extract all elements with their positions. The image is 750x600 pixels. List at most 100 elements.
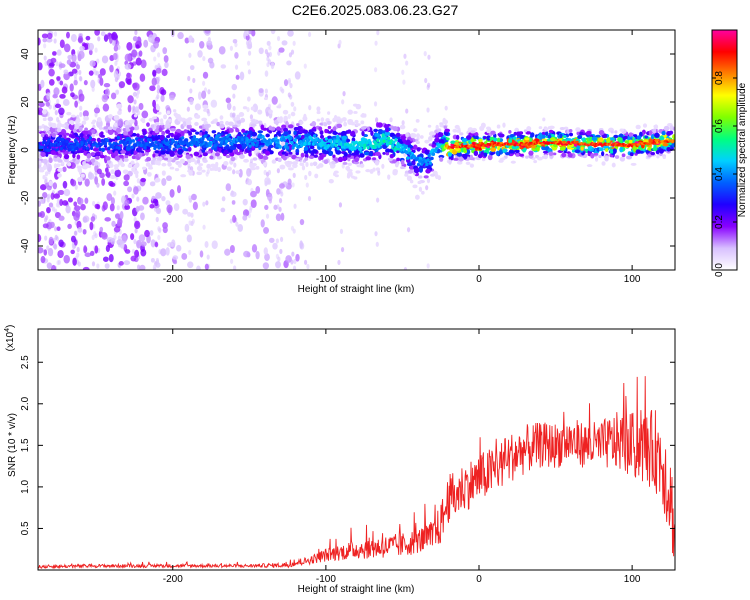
spectrogram-cell xyxy=(215,161,219,167)
spectrogram-cell xyxy=(38,160,42,165)
spectrogram-cell xyxy=(53,87,60,96)
spectrogram-cell xyxy=(427,153,431,158)
spectrogram-cell xyxy=(303,146,309,151)
snr-x-label: Height of straight line (km) xyxy=(298,584,415,595)
spectrogram-cell xyxy=(294,71,301,80)
spectrogram-cell xyxy=(654,124,659,130)
spectrogram-cell xyxy=(360,120,365,125)
spectrogram-cell xyxy=(498,133,505,138)
spectrogram-cell xyxy=(79,149,84,154)
spectrogram-cell xyxy=(287,178,292,186)
spectrogram-cell xyxy=(100,134,105,138)
spectrogram-cell xyxy=(90,158,96,163)
spectrogram-cell xyxy=(117,110,122,115)
spectrogram-cell xyxy=(91,261,96,267)
spectrogram-cell xyxy=(619,128,624,132)
spectrogram-cell xyxy=(303,150,309,154)
spectrogram-cell xyxy=(455,134,460,140)
spectrogram-cell xyxy=(414,194,420,200)
spectrogram-cell xyxy=(431,144,436,148)
spectrogram-cell xyxy=(70,134,76,139)
spectrogram-cell xyxy=(434,149,438,153)
spectrogram-cell xyxy=(447,152,452,157)
spectrogram-cell xyxy=(462,153,468,159)
spectrogram-cell xyxy=(38,200,42,207)
spectrogram-cell xyxy=(70,92,75,98)
spectrogram-cell xyxy=(256,141,260,145)
spectrogram-cell xyxy=(381,163,385,169)
spectrogram-cell xyxy=(114,89,119,95)
spectrogram-cell xyxy=(42,117,47,122)
spectrogram-cell xyxy=(211,146,215,150)
spectrogram-cell xyxy=(56,128,62,133)
spectrogram-cell xyxy=(130,255,137,262)
spectrogram-cell xyxy=(302,115,308,122)
spectrogram-x-ticks: -200 -100 0 100 xyxy=(163,30,641,285)
spectrogram-cell xyxy=(284,161,289,165)
spectrogram-cell xyxy=(194,103,201,111)
spectrogram-cell xyxy=(508,129,512,134)
spectrogram-cell xyxy=(161,130,166,136)
spectrogram-cell xyxy=(204,141,208,145)
spectrogram-cell xyxy=(159,118,164,124)
spectrogram-cell xyxy=(156,93,160,100)
spectrogram-cell xyxy=(417,180,422,185)
spectrogram-cell xyxy=(249,162,254,169)
spectrogram-cell xyxy=(53,193,61,199)
spectrogram-cell xyxy=(519,153,524,157)
spectrogram-cell xyxy=(143,146,147,150)
spectrogram-cell xyxy=(127,163,133,169)
spectrogram-cell xyxy=(46,245,50,251)
spectrogram-cell xyxy=(44,127,50,131)
spectrogram-cell xyxy=(575,140,579,144)
spectrogram-cell xyxy=(114,169,122,178)
spectrogram-cell xyxy=(131,193,135,199)
spectrogram-cell xyxy=(250,167,257,171)
spectrogram-cell xyxy=(219,115,224,120)
spectrogram-cell xyxy=(248,151,252,157)
spectrogram-cell xyxy=(508,138,513,144)
spectrogram-cell xyxy=(106,171,111,179)
spectrogram-cell xyxy=(283,131,289,136)
spectrogram-cell xyxy=(377,170,381,176)
spectrogram-cell xyxy=(91,129,96,134)
spectrogram-cell xyxy=(613,134,619,139)
spectrogram-cell xyxy=(647,153,653,158)
spectrogram-cell xyxy=(528,150,534,156)
spectrogram-cell xyxy=(279,116,283,121)
spectrogram-cell xyxy=(630,162,637,166)
spectrogram-cell xyxy=(363,143,367,148)
spectrogram-cell xyxy=(542,150,549,154)
spectrogram-cell xyxy=(229,45,234,51)
spectrogram-cell xyxy=(153,146,157,151)
spectrogram-cell xyxy=(209,163,216,168)
spectrogram-cell xyxy=(404,173,409,177)
spectrogram-cell xyxy=(427,54,431,60)
spectrogram-cell xyxy=(102,103,110,112)
spectrogram-cell xyxy=(161,170,166,176)
spectrogram-cell xyxy=(96,263,100,269)
spectrogram-cell xyxy=(324,137,328,141)
spectrogram-cell xyxy=(202,201,206,207)
spectrogram-cell xyxy=(276,105,281,109)
spectrogram-cell xyxy=(292,161,298,165)
spectrogram-cell xyxy=(220,207,226,213)
spectrogram-cell xyxy=(312,149,318,154)
spectrogram-cell xyxy=(282,156,287,161)
spectrogram-cell xyxy=(346,169,353,172)
spectrogram-cell xyxy=(225,139,229,143)
spectrogram-cell xyxy=(162,226,168,234)
spectrogram-cell xyxy=(122,130,129,136)
spectrogram-cell xyxy=(143,39,149,48)
spectrogram-cell xyxy=(146,156,152,162)
spectrogram-cell xyxy=(160,248,167,257)
spectrogram-cell xyxy=(113,122,118,127)
spectrogram-cell xyxy=(652,128,657,134)
spectrogram-cell xyxy=(542,117,546,122)
spectrogram-cell xyxy=(79,111,83,118)
spectrogram-cell xyxy=(62,99,70,107)
spectrogram-cell xyxy=(38,107,44,116)
spectrogram-cell xyxy=(160,150,166,155)
spectrogram-cell xyxy=(165,200,171,206)
spectrogram-cell xyxy=(372,157,377,161)
